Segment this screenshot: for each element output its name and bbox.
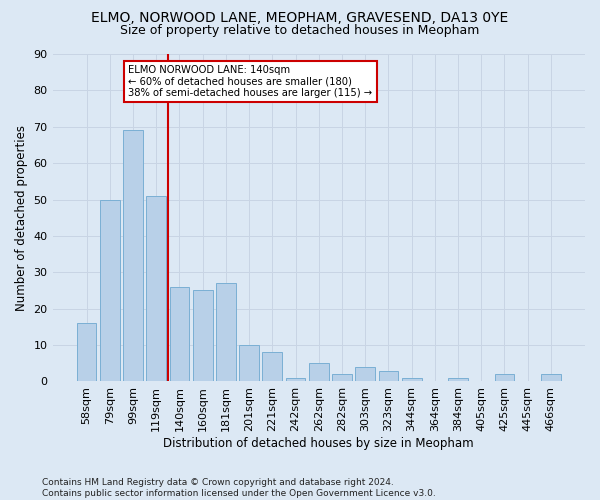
- Bar: [239, 345, 259, 382]
- Bar: [402, 378, 422, 382]
- Y-axis label: Number of detached properties: Number of detached properties: [15, 124, 28, 310]
- Bar: [541, 374, 561, 382]
- Bar: [146, 196, 166, 382]
- Bar: [379, 370, 398, 382]
- Bar: [309, 364, 329, 382]
- Text: ELMO, NORWOOD LANE, MEOPHAM, GRAVESEND, DA13 0YE: ELMO, NORWOOD LANE, MEOPHAM, GRAVESEND, …: [91, 12, 509, 26]
- Bar: [100, 200, 119, 382]
- Bar: [286, 378, 305, 382]
- Bar: [448, 378, 468, 382]
- Text: Size of property relative to detached houses in Meopham: Size of property relative to detached ho…: [121, 24, 479, 37]
- X-axis label: Distribution of detached houses by size in Meopham: Distribution of detached houses by size …: [163, 437, 474, 450]
- Text: Contains HM Land Registry data © Crown copyright and database right 2024.
Contai: Contains HM Land Registry data © Crown c…: [42, 478, 436, 498]
- Bar: [332, 374, 352, 382]
- Bar: [123, 130, 143, 382]
- Bar: [77, 323, 97, 382]
- Bar: [216, 283, 236, 382]
- Bar: [193, 290, 212, 382]
- Bar: [262, 352, 282, 382]
- Bar: [170, 287, 190, 382]
- Bar: [494, 374, 514, 382]
- Text: ELMO NORWOOD LANE: 140sqm
← 60% of detached houses are smaller (180)
38% of semi: ELMO NORWOOD LANE: 140sqm ← 60% of detac…: [128, 65, 373, 98]
- Bar: [355, 367, 375, 382]
